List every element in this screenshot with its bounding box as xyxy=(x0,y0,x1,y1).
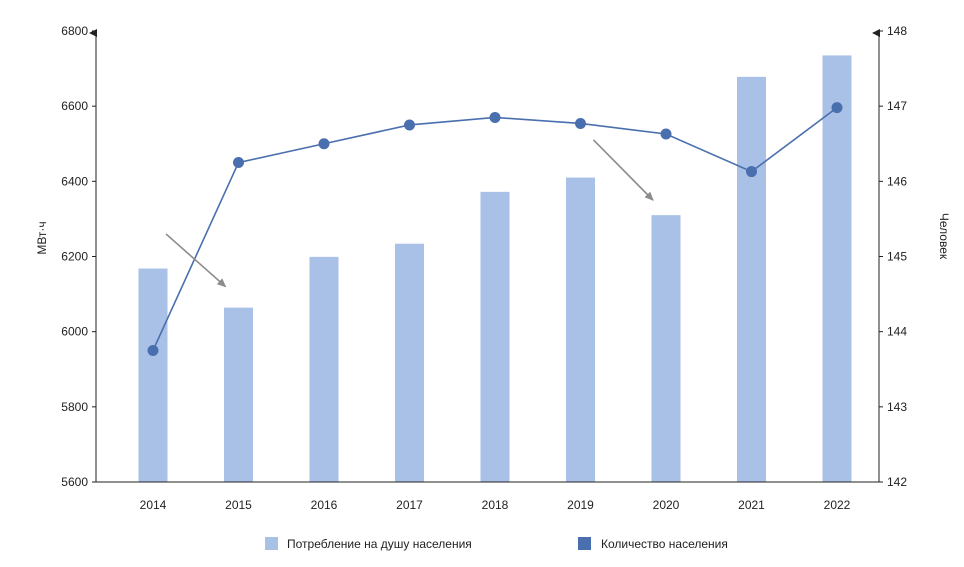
x-tick-label-2022: 2022 xyxy=(824,498,851,512)
left-tick-label: 6000 xyxy=(61,325,88,339)
bar-2015 xyxy=(224,307,253,482)
bar-2016 xyxy=(309,256,339,482)
bar-2021 xyxy=(737,76,766,482)
population-point-2016 xyxy=(318,138,330,150)
population-point-2022 xyxy=(831,102,843,114)
x-tick-label-2014: 2014 xyxy=(140,498,167,512)
right-tick-label: 146 xyxy=(887,174,907,188)
left-tick-label: 5800 xyxy=(61,400,88,414)
right-tick-label: 145 xyxy=(887,250,907,264)
line-series xyxy=(147,102,843,356)
left-axis-ticks: 5600 5800 6000 6200 6400 6600 6800 xyxy=(61,24,96,489)
right-axis-ticks: 142 143 144 145 146 147 148 xyxy=(879,24,907,489)
left-tick-label: 5600 xyxy=(61,475,88,489)
legend: Потребление на душу населения Количество… xyxy=(265,537,728,551)
right-tick-label: 143 xyxy=(887,400,907,414)
population-point-2017 xyxy=(404,119,415,131)
bar-2014 xyxy=(138,268,168,482)
population-point-2014 xyxy=(147,344,159,356)
bar-2017 xyxy=(395,243,424,482)
bar-2019 xyxy=(566,177,595,482)
population-point-2021 xyxy=(746,166,757,178)
annotation-arrows xyxy=(165,139,654,288)
x-axis-ticks: 2014 2015 2016 2017 2018 2019 2020 2021 2022 xyxy=(140,498,851,512)
right-tick-label: 148 xyxy=(887,24,907,38)
x-tick-label-2018: 2018 xyxy=(482,498,509,512)
right-tick-label: 147 xyxy=(887,99,907,113)
right-axis-title: Человек xyxy=(937,213,951,260)
left-axis-title: МВт·ч xyxy=(35,221,49,254)
right-tick-label: 144 xyxy=(887,325,907,339)
bar-2020 xyxy=(651,215,681,483)
bar-2022 xyxy=(822,55,852,482)
population-point-2019 xyxy=(575,117,586,129)
population-point-2018 xyxy=(489,111,501,123)
x-tick-label-2021: 2021 xyxy=(738,498,765,512)
left-tick-label: 6800 xyxy=(61,24,88,38)
x-tick-label-2017: 2017 xyxy=(396,498,423,512)
legend-label-bar: Потребление на душу населения xyxy=(287,537,472,551)
x-tick-label-2015: 2015 xyxy=(225,498,252,512)
x-tick-label-2016: 2016 xyxy=(311,498,338,512)
population-point-2015 xyxy=(233,157,244,169)
x-tick-label-2019: 2019 xyxy=(567,498,594,512)
x-tick-label-2020: 2020 xyxy=(653,498,680,512)
legend-swatch-bar xyxy=(265,537,278,550)
bar-series xyxy=(138,55,852,483)
legend-swatch-line xyxy=(578,537,591,550)
trend-arrow-2 xyxy=(592,139,654,201)
trend-arrow-1 xyxy=(165,233,227,288)
population-point-2020 xyxy=(660,128,672,140)
left-tick-label: 6400 xyxy=(61,174,88,188)
bar-2018 xyxy=(480,191,510,482)
left-tick-label: 6200 xyxy=(61,250,88,264)
right-tick-label: 142 xyxy=(887,475,907,489)
left-tick-label: 6600 xyxy=(61,99,88,113)
legend-label-line: Количество населения xyxy=(601,537,728,551)
